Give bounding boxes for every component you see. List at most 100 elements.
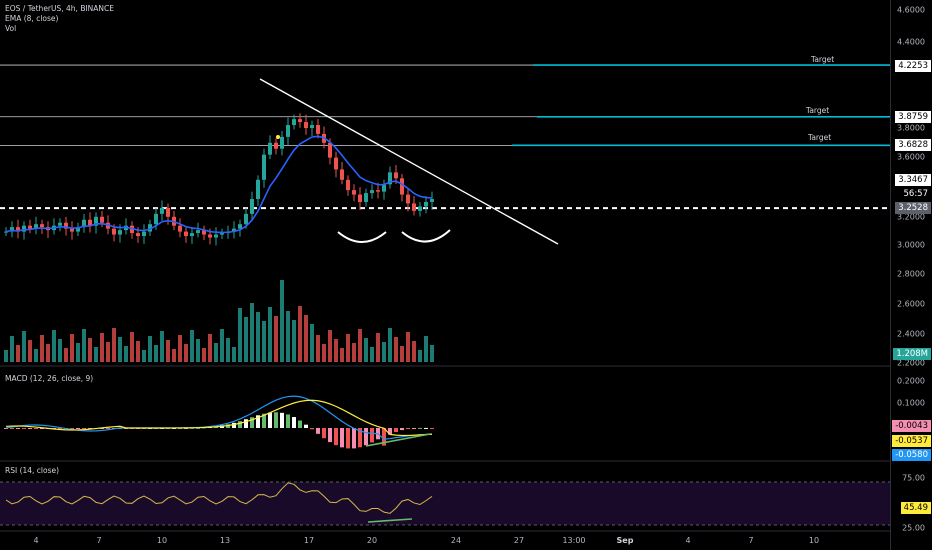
macd-histogram-bar [58, 428, 62, 429]
macd-histogram-bar [118, 428, 122, 429]
signal-line [5, 399, 433, 437]
volume-bar [184, 344, 188, 362]
candle-body [94, 216, 98, 226]
rounded-bottom-1 [337, 231, 387, 243]
volume-bar [280, 280, 284, 362]
volume-bar [166, 340, 170, 362]
candle-body [268, 142, 272, 155]
volume-bar [88, 338, 92, 362]
hist-tag: -0.0043 [892, 420, 931, 432]
macd-histogram-bar [364, 428, 368, 446]
candle-body [292, 119, 296, 126]
volume-bar [238, 308, 242, 362]
macd-histogram-bar [226, 424, 230, 428]
macd-histogram-bar [334, 428, 338, 446]
macd-histogram-bar [280, 412, 284, 428]
volume-bar [70, 334, 74, 362]
volume-bar [76, 343, 80, 362]
volume-bar [316, 335, 320, 362]
candle-body [16, 227, 20, 232]
rsi-divergence-line [367, 518, 413, 523]
candle-body [148, 224, 152, 232]
candle-body [250, 199, 254, 214]
candle-body [112, 228, 116, 235]
chart-canvas[interactable] [0, 0, 890, 550]
candle-body [136, 233, 140, 237]
macd-histogram-bar [106, 428, 110, 429]
target-label-2: Target [806, 106, 830, 115]
volume-bar [190, 330, 194, 362]
volume-bar [274, 316, 278, 362]
macd-histogram-bar [82, 428, 86, 429]
volume-tag: 1.208M [893, 348, 931, 360]
volume-bar [256, 312, 260, 362]
candle-body [196, 230, 200, 234]
candle-body [424, 202, 428, 207]
candle-body [130, 225, 134, 234]
candle-body [304, 122, 308, 128]
volume-bar [244, 317, 248, 362]
macd-histogram-bar [262, 413, 266, 428]
volume-bar [382, 342, 386, 362]
macd-histogram-bar [16, 428, 20, 429]
candle-body [256, 179, 260, 200]
volume-bar [268, 307, 272, 362]
macd-histogram-bar [40, 428, 44, 429]
candle-body [310, 125, 314, 128]
volume-bar [370, 347, 374, 362]
target-label-3: Target [808, 133, 832, 142]
x-tick: 17 [303, 536, 315, 545]
macd-histogram-bar [406, 428, 410, 429]
volume-bar [40, 335, 44, 362]
volume-bar [10, 336, 14, 362]
candle-body [184, 231, 188, 237]
candle-body [214, 234, 218, 238]
volume-bar [298, 306, 302, 362]
volume-bar [208, 334, 212, 362]
rsi-tick: 25.00 [902, 523, 925, 533]
volume-bar [106, 342, 110, 362]
chart-legend: EOS / TetherUS, 4h, BINANCE EMA (8, clos… [5, 4, 114, 34]
volume-bar [388, 328, 392, 362]
candle-body [202, 230, 206, 235]
volume-bar [286, 311, 290, 362]
price-tick: 3.8000 [897, 123, 925, 133]
price-tick: 2.8000 [897, 269, 925, 279]
volume-bar [130, 332, 134, 362]
candle-body [388, 172, 392, 185]
signal-tag: -0.0537 [892, 435, 931, 447]
volume-bar [124, 346, 128, 362]
macd-histogram-bar [382, 428, 386, 446]
x-tick: 13:00 [562, 536, 586, 545]
x-tick: Sep [616, 536, 634, 545]
macd-histogram-bar [298, 420, 302, 428]
price-tick: 4.6000 [897, 5, 925, 15]
candle-body [346, 179, 350, 191]
candle-body [244, 213, 248, 225]
candle-body [382, 184, 386, 192]
macd-histogram-bar [346, 428, 350, 449]
candle-body [358, 194, 362, 202]
volume-bar [112, 328, 116, 362]
volume-bar [148, 336, 152, 362]
macd-histogram-bar [4, 428, 8, 429]
volume-bar [214, 343, 218, 362]
volume-bar [376, 333, 380, 362]
price-tick: 3.6000 [897, 152, 925, 162]
candle-body [400, 178, 404, 195]
volume-bar [262, 321, 266, 362]
candle-body [178, 225, 182, 232]
candle-body [220, 233, 224, 235]
chart-title: EOS / TetherUS, 4h, BINANCE [5, 4, 115, 13]
volume-bar [358, 329, 362, 362]
ema-legend: EMA (8, close) [5, 14, 59, 23]
candle-body [274, 142, 278, 149]
price-axis[interactable]: 4.6000 4.4000 3.8000 3.6000 3.2000 3.000… [890, 0, 932, 550]
macd-histogram-bar [400, 428, 404, 431]
volume-bar [34, 349, 38, 362]
target-tag-3: 3.6828 [895, 139, 931, 151]
volume-bar [334, 339, 338, 362]
candle-body [208, 234, 212, 238]
volume-bar [340, 348, 344, 362]
candle-body [40, 224, 44, 228]
